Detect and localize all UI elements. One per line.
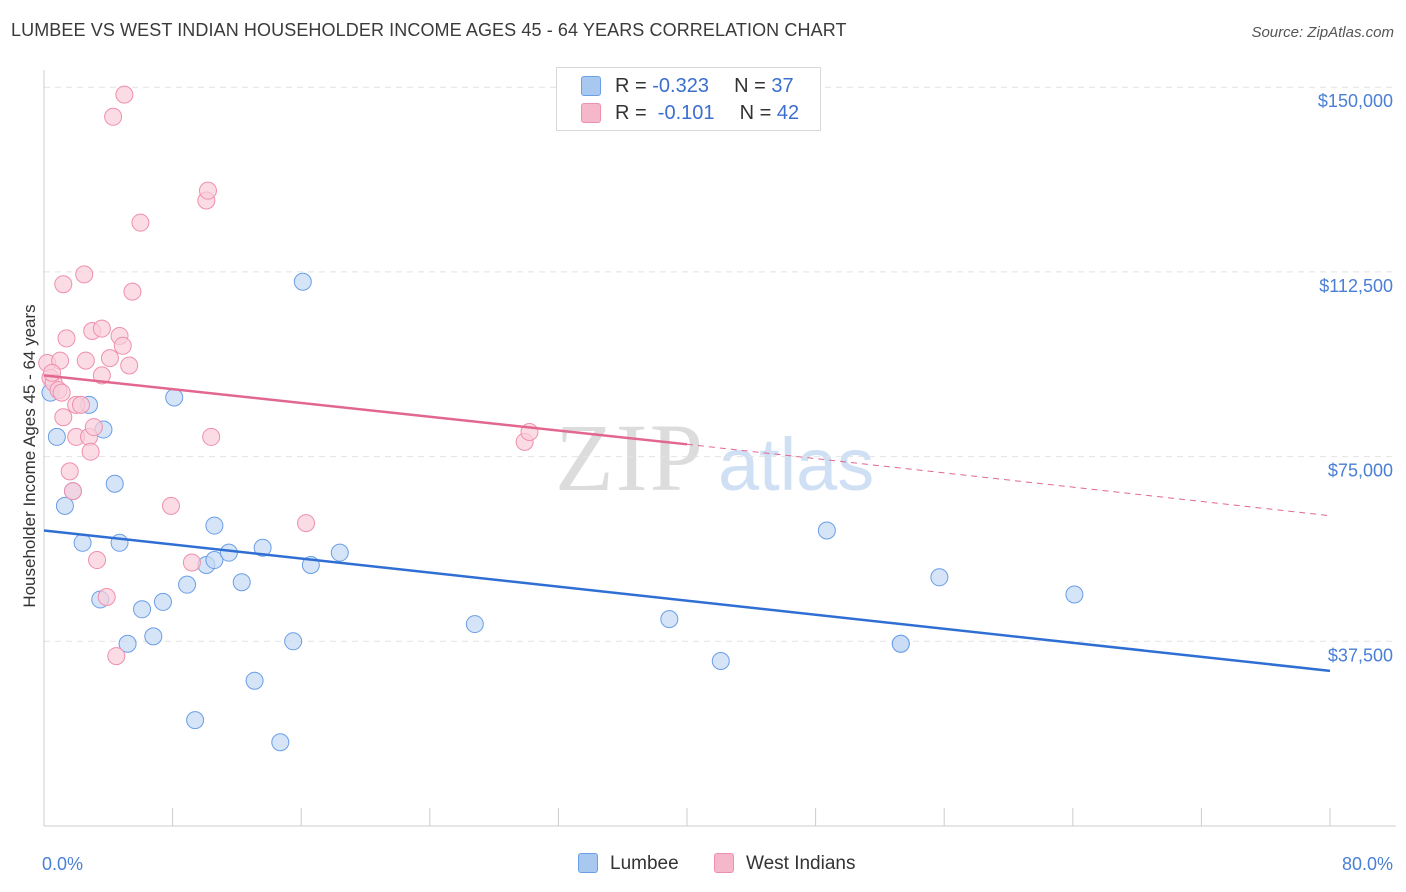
west-indians-point — [63, 482, 82, 501]
lumbee-point — [178, 575, 197, 594]
source-credit: Source: ZipAtlas.com — [1251, 24, 1394, 41]
west-indians-point — [202, 427, 221, 446]
lumbee-point — [271, 733, 290, 752]
stats-swatch-west-indians — [581, 103, 601, 123]
stats-n-label: N = — [734, 75, 772, 97]
lumbee-point — [153, 592, 172, 611]
lumbee-point — [105, 474, 124, 493]
lumbee-point — [219, 543, 238, 562]
lumbee-point — [465, 615, 484, 634]
west-indians-point — [97, 587, 116, 606]
west-indians-point — [115, 85, 134, 104]
west-indians-point — [54, 408, 73, 427]
west-indians-point — [71, 395, 90, 414]
lumbee-point — [205, 516, 224, 535]
lumbee-point — [891, 634, 910, 653]
west-indians-point — [198, 181, 217, 200]
west-indians-point — [57, 329, 76, 348]
stats-r-value: -0.323 — [652, 75, 709, 97]
west-indians-point — [84, 418, 103, 437]
chart-title: LUMBEE VS WEST INDIAN HOUSEHOLDER INCOME… — [11, 20, 847, 40]
stats-r-label: R = — [615, 102, 653, 124]
lumbee-point — [253, 538, 272, 557]
lumbee-point — [47, 427, 66, 446]
west-indians-point — [161, 496, 180, 515]
lumbee-point — [1065, 585, 1084, 604]
west-indians-point — [120, 356, 139, 375]
stats-n-value: 37 — [771, 75, 794, 97]
y-tick-label: $150,000 — [1318, 91, 1393, 111]
legend-swatch-west-indians — [714, 853, 734, 873]
west-indians-point — [131, 213, 150, 232]
lumbee-point — [817, 521, 836, 540]
chart-legend: Lumbee West Indians — [0, 852, 1406, 878]
lumbee-point — [660, 610, 679, 629]
lumbee-point — [144, 627, 163, 646]
west-indians-point — [100, 349, 119, 368]
west-indians-point — [81, 442, 100, 461]
stats-r-label: R = — [615, 75, 653, 97]
stats-swatch-lumbee — [581, 76, 601, 96]
lumbee-point — [133, 600, 152, 619]
lumbee-point — [711, 652, 730, 671]
west-indians-point — [52, 383, 71, 402]
legend-label-west-indians: West Indians — [746, 853, 856, 874]
west-indians-point — [297, 514, 316, 533]
west-indians-trend-line — [43, 374, 688, 446]
stats-r-value: -0.101 — [652, 102, 715, 124]
lumbee-point — [330, 543, 349, 562]
west-indians-point — [54, 275, 73, 294]
stats-n-value: 42 — [776, 102, 800, 124]
lumbee-point — [165, 388, 184, 407]
legend-label-lumbee: Lumbee — [610, 853, 679, 874]
west-indians-point — [88, 551, 107, 570]
lumbee-point — [232, 573, 251, 592]
west-indians-point — [113, 336, 132, 355]
lumbee-trend-line — [43, 529, 1331, 673]
y-tick-label: $37,500 — [1328, 645, 1393, 665]
west-indians-point — [107, 647, 126, 666]
correlation-stats-box: R = -0.323 N = 37 R = -0.101 N = 42 — [556, 67, 821, 131]
stats-n-label: N = — [739, 102, 777, 124]
lumbee-point — [55, 496, 74, 515]
x-tick-label: 0.0% — [42, 854, 83, 874]
west-indians-point — [43, 363, 62, 382]
y-tick-label: $75,000 — [1328, 461, 1393, 481]
watermark-atlas: atlas — [718, 423, 874, 506]
west-indians-point — [76, 351, 95, 370]
west-indians-point — [75, 265, 94, 284]
west-indians-point — [104, 107, 123, 126]
lumbee-point — [118, 634, 137, 653]
west-indians-trend-extension — [686, 443, 1331, 517]
lumbee-point — [186, 711, 205, 730]
west-indians-point — [92, 319, 111, 338]
lumbee-point — [73, 533, 92, 552]
lumbee-point — [205, 551, 224, 570]
west-indians-point — [92, 366, 111, 385]
legend-swatch-lumbee — [578, 853, 598, 873]
watermark-zip: ZIP — [555, 404, 705, 511]
lumbee-point — [930, 568, 949, 587]
west-indians-point — [60, 462, 79, 481]
west-indians-point — [182, 553, 201, 572]
lumbee-point — [245, 671, 264, 690]
lumbee-point — [293, 272, 312, 291]
west-indians-point — [123, 282, 142, 301]
y-tick-label: $112,500 — [1319, 276, 1393, 296]
lumbee-point — [284, 632, 303, 651]
x-tick-label: 80.0% — [1342, 854, 1393, 874]
